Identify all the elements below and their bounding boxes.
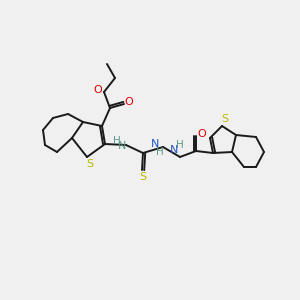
Text: H: H bbox=[113, 136, 121, 146]
Text: N: N bbox=[151, 139, 159, 149]
Text: N: N bbox=[170, 145, 178, 155]
Text: S: S bbox=[221, 114, 229, 124]
Text: S: S bbox=[140, 172, 147, 182]
Text: O: O bbox=[94, 85, 102, 95]
Text: H: H bbox=[176, 140, 184, 150]
Text: N: N bbox=[118, 141, 126, 151]
Text: S: S bbox=[86, 159, 94, 169]
Text: H: H bbox=[156, 147, 164, 157]
Text: O: O bbox=[198, 129, 206, 139]
Text: O: O bbox=[124, 97, 134, 107]
